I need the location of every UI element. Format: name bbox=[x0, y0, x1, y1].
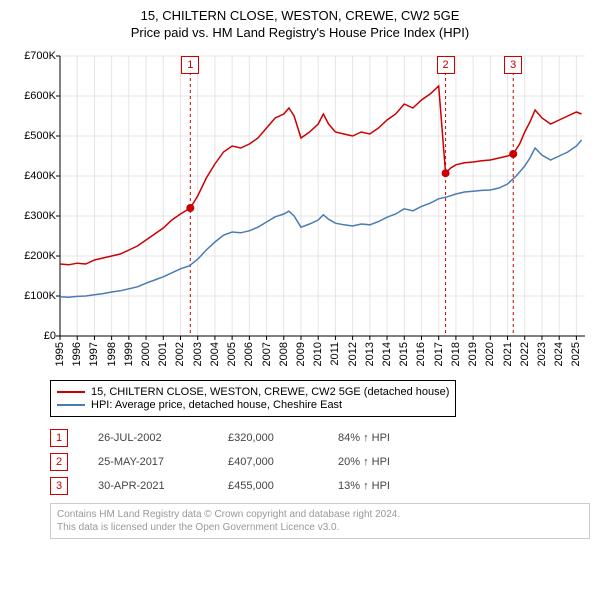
chart-svg bbox=[10, 46, 590, 376]
y-tick-label: £700K bbox=[24, 50, 56, 62]
y-tick-label: £500K bbox=[24, 130, 56, 142]
event-date: 25-MAY-2017 bbox=[98, 456, 198, 468]
y-tick-label: £100K bbox=[24, 290, 56, 302]
x-tick-label: 2011 bbox=[329, 342, 341, 366]
event-date: 30-APR-2021 bbox=[98, 480, 198, 492]
event-diff: 84% ↑ HPI bbox=[338, 432, 418, 444]
x-tick-label: 2013 bbox=[364, 342, 376, 366]
y-tick-label: £0 bbox=[44, 330, 56, 342]
line-chart: £0 £100K £200K £300K £400K £500K £600K £700K 199… bbox=[10, 46, 590, 376]
x-tick-label: 2006 bbox=[243, 342, 255, 366]
x-tick-label: 1995 bbox=[54, 342, 66, 366]
event-diff: 13% ↑ HPI bbox=[338, 480, 418, 492]
event-flag: 1 bbox=[181, 56, 199, 74]
x-tick-label: 2018 bbox=[450, 342, 462, 366]
x-tick-label: 2020 bbox=[484, 342, 496, 366]
event-table: 1 26-JUL-2002 £320,000 84% ↑ HPI 2 25-MA… bbox=[50, 429, 590, 495]
event-marker-icon: 3 bbox=[50, 477, 68, 495]
x-tick-label: 2009 bbox=[295, 342, 307, 366]
event-flag: 2 bbox=[437, 56, 455, 74]
y-tick-label: £600K bbox=[24, 90, 56, 102]
x-tick-label: 2019 bbox=[467, 342, 479, 366]
event-marker-icon: 2 bbox=[50, 453, 68, 471]
event-marker-icon: 1 bbox=[50, 429, 68, 447]
event-price: £320,000 bbox=[228, 432, 308, 444]
x-tick-label: 2010 bbox=[312, 342, 324, 366]
title-line-2: Price paid vs. HM Land Registry's House … bbox=[10, 25, 590, 40]
chart-container: 15, CHILTERN CLOSE, WESTON, CREWE, CW2 5… bbox=[0, 0, 600, 549]
x-tick-label: 2005 bbox=[226, 342, 238, 366]
event-price: £455,000 bbox=[228, 480, 308, 492]
x-tick-label: 2001 bbox=[157, 342, 169, 366]
license-line: This data is licensed under the Open Gov… bbox=[57, 522, 339, 533]
x-tick-label: 2002 bbox=[174, 342, 186, 366]
event-row: 2 25-MAY-2017 £407,000 20% ↑ HPI bbox=[50, 453, 590, 471]
event-row: 1 26-JUL-2002 £320,000 84% ↑ HPI bbox=[50, 429, 590, 447]
x-tick-label: 2014 bbox=[381, 342, 393, 366]
event-flag: 3 bbox=[504, 56, 522, 74]
x-tick-label: 2025 bbox=[570, 342, 582, 366]
x-tick-label: 2008 bbox=[278, 342, 290, 366]
x-tick-label: 1999 bbox=[123, 342, 135, 366]
x-tick-label: 2015 bbox=[398, 342, 410, 366]
x-tick-label: 2017 bbox=[433, 342, 445, 366]
x-tick-label: 2003 bbox=[192, 342, 204, 366]
legend: 15, CHILTERN CLOSE, WESTON, CREWE, CW2 5… bbox=[50, 380, 456, 417]
title-line-1: 15, CHILTERN CLOSE, WESTON, CREWE, CW2 5… bbox=[10, 8, 590, 25]
y-tick-label: £200K bbox=[24, 250, 56, 262]
x-tick-label: 2022 bbox=[519, 342, 531, 366]
x-tick-label: 2016 bbox=[415, 342, 427, 366]
y-tick-label: £300K bbox=[24, 210, 56, 222]
legend-swatch bbox=[57, 404, 85, 406]
y-tick-label: £400K bbox=[24, 170, 56, 182]
x-tick-label: 1998 bbox=[106, 342, 118, 366]
legend-label: 15, CHILTERN CLOSE, WESTON, CREWE, CW2 5… bbox=[91, 386, 449, 398]
legend-item: 15, CHILTERN CLOSE, WESTON, CREWE, CW2 5… bbox=[57, 386, 449, 398]
x-tick-label: 2012 bbox=[347, 342, 359, 366]
license-line: Contains HM Land Registry data © Crown c… bbox=[57, 509, 400, 520]
x-tick-label: 2007 bbox=[261, 342, 273, 366]
x-tick-label: 2004 bbox=[209, 342, 221, 366]
x-tick-label: 2021 bbox=[502, 342, 514, 366]
event-price: £407,000 bbox=[228, 456, 308, 468]
x-tick-label: 2023 bbox=[536, 342, 548, 366]
event-diff: 20% ↑ HPI bbox=[338, 456, 418, 468]
x-tick-label: 1997 bbox=[88, 342, 100, 366]
legend-label: HPI: Average price, detached house, Ches… bbox=[91, 399, 342, 411]
legend-item: HPI: Average price, detached house, Ches… bbox=[57, 399, 449, 411]
license-note: Contains HM Land Registry data © Crown c… bbox=[50, 503, 590, 539]
event-row: 3 30-APR-2021 £455,000 13% ↑ HPI bbox=[50, 477, 590, 495]
x-tick-label: 1996 bbox=[71, 342, 83, 366]
legend-swatch bbox=[57, 391, 85, 393]
event-date: 26-JUL-2002 bbox=[98, 432, 198, 444]
x-tick-label: 2000 bbox=[140, 342, 152, 366]
x-tick-label: 2024 bbox=[553, 342, 565, 366]
